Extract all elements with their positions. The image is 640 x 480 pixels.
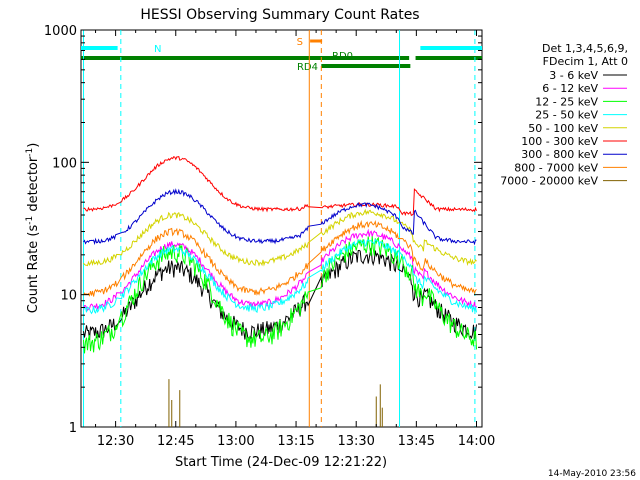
legend: Det 1,3,4,5,6,9, FDecim 1, Att 0 3 - 6 k… (500, 42, 628, 188)
legend-header-line2: FDecim 1, Att 0 (543, 55, 628, 68)
y-axis-label-end: ) (26, 143, 41, 148)
verticals-layer (83, 30, 476, 427)
legend-entry-label: 300 - 800 keV (521, 148, 598, 161)
legend-entry-label: 12 - 25 keV (535, 95, 598, 108)
series-100-300-kev-line (83, 155, 477, 217)
x-tick-label: 14:00 (458, 434, 495, 449)
y-axis-label: Count Rate (s-1 detector-1) (25, 143, 41, 314)
legend-header-line1: Det 1,3,4,5,6,9, (542, 42, 628, 55)
series-25-50-kev-line (83, 238, 477, 315)
generation-timestamp: 14-May-2010 23:56 (548, 469, 636, 479)
x-tick-label: 13:15 (277, 434, 314, 449)
y-axis-label-mid: detector (26, 156, 41, 216)
legend-entry-label: 25 - 50 keV (535, 109, 598, 122)
y-axis: 1 10 100 1000 (44, 24, 482, 436)
y-axis-label-sup1: -1 (25, 216, 35, 225)
y-tick-label: 100 (52, 156, 77, 171)
y-axis-label-sup2: -1 (25, 148, 35, 157)
x-tick-label: 13:30 (337, 434, 374, 449)
legend-entry-label: 800 - 7000 keV (514, 161, 598, 174)
series-300-800-kev-line (83, 188, 477, 246)
y-tick-label: 1000 (44, 24, 77, 39)
x-axis: 12:30 12:45 13:00 13:15 13:30 13:45 14:00 (95, 30, 495, 449)
series-12-25-kev-line (83, 236, 477, 354)
flag-s-label: S (297, 37, 303, 48)
legend-entry-label: 7000 - 20000 keV (500, 175, 598, 188)
x-tick-label: 12:45 (157, 434, 194, 449)
chart-title: HESSI Observing Summary Count Rates (140, 7, 419, 23)
flag-n-label: N (154, 44, 161, 55)
series-50-100-kev-line (83, 208, 477, 267)
plot-frame (80, 29, 483, 428)
x-tick-label: 13:45 (398, 434, 435, 449)
y-tick-label: 1 (69, 421, 77, 436)
flag-rd0-label: RD0 (332, 51, 353, 62)
series-800-7000-kev-line (83, 219, 477, 297)
legend-entry-label: 6 - 12 keV (542, 82, 598, 95)
legend-entry-label: 3 - 6 keV (549, 69, 598, 82)
flag-rd4-label: RD4 (297, 62, 318, 73)
legend-entry-label: 100 - 300 keV (521, 135, 598, 148)
flags-layer: N S RD0 RD4 (81, 37, 482, 73)
y-tick-label: 10 (60, 289, 77, 304)
y-axis-label-main: Count Rate (s (26, 225, 41, 314)
x-tick-label: 12:30 (97, 434, 134, 449)
series-layer (83, 155, 477, 427)
legend-entry-label: 50 - 100 keV (528, 122, 598, 135)
x-tick-label: 13:00 (217, 434, 254, 449)
x-axis-label: Start Time (24-Dec-09 12:21:22) (175, 455, 387, 470)
